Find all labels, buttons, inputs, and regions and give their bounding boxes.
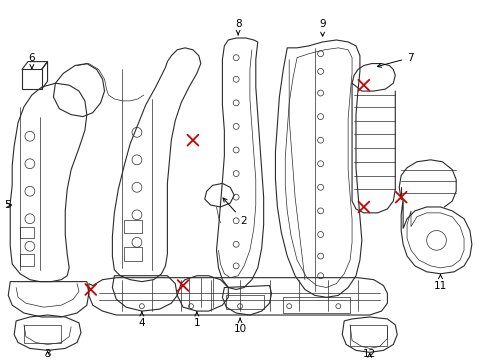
Text: 10: 10 — [233, 318, 246, 334]
Text: 12: 12 — [363, 349, 376, 359]
Text: 8: 8 — [234, 19, 241, 35]
Bar — [124, 247, 142, 261]
Text: 5: 5 — [4, 200, 11, 210]
Bar — [20, 254, 34, 266]
Text: 7: 7 — [377, 53, 413, 67]
Bar — [226, 295, 263, 309]
Text: 6: 6 — [28, 53, 35, 68]
Bar — [283, 297, 349, 313]
Bar — [20, 226, 34, 238]
Text: 3: 3 — [44, 349, 51, 359]
Text: 9: 9 — [319, 19, 325, 36]
Bar — [124, 220, 142, 234]
Text: 2: 2 — [223, 198, 246, 226]
Text: 4: 4 — [138, 312, 145, 328]
Bar — [349, 325, 386, 346]
Text: 1: 1 — [193, 312, 200, 328]
Text: 11: 11 — [433, 275, 446, 291]
Bar — [22, 69, 41, 89]
Bar — [24, 325, 61, 342]
